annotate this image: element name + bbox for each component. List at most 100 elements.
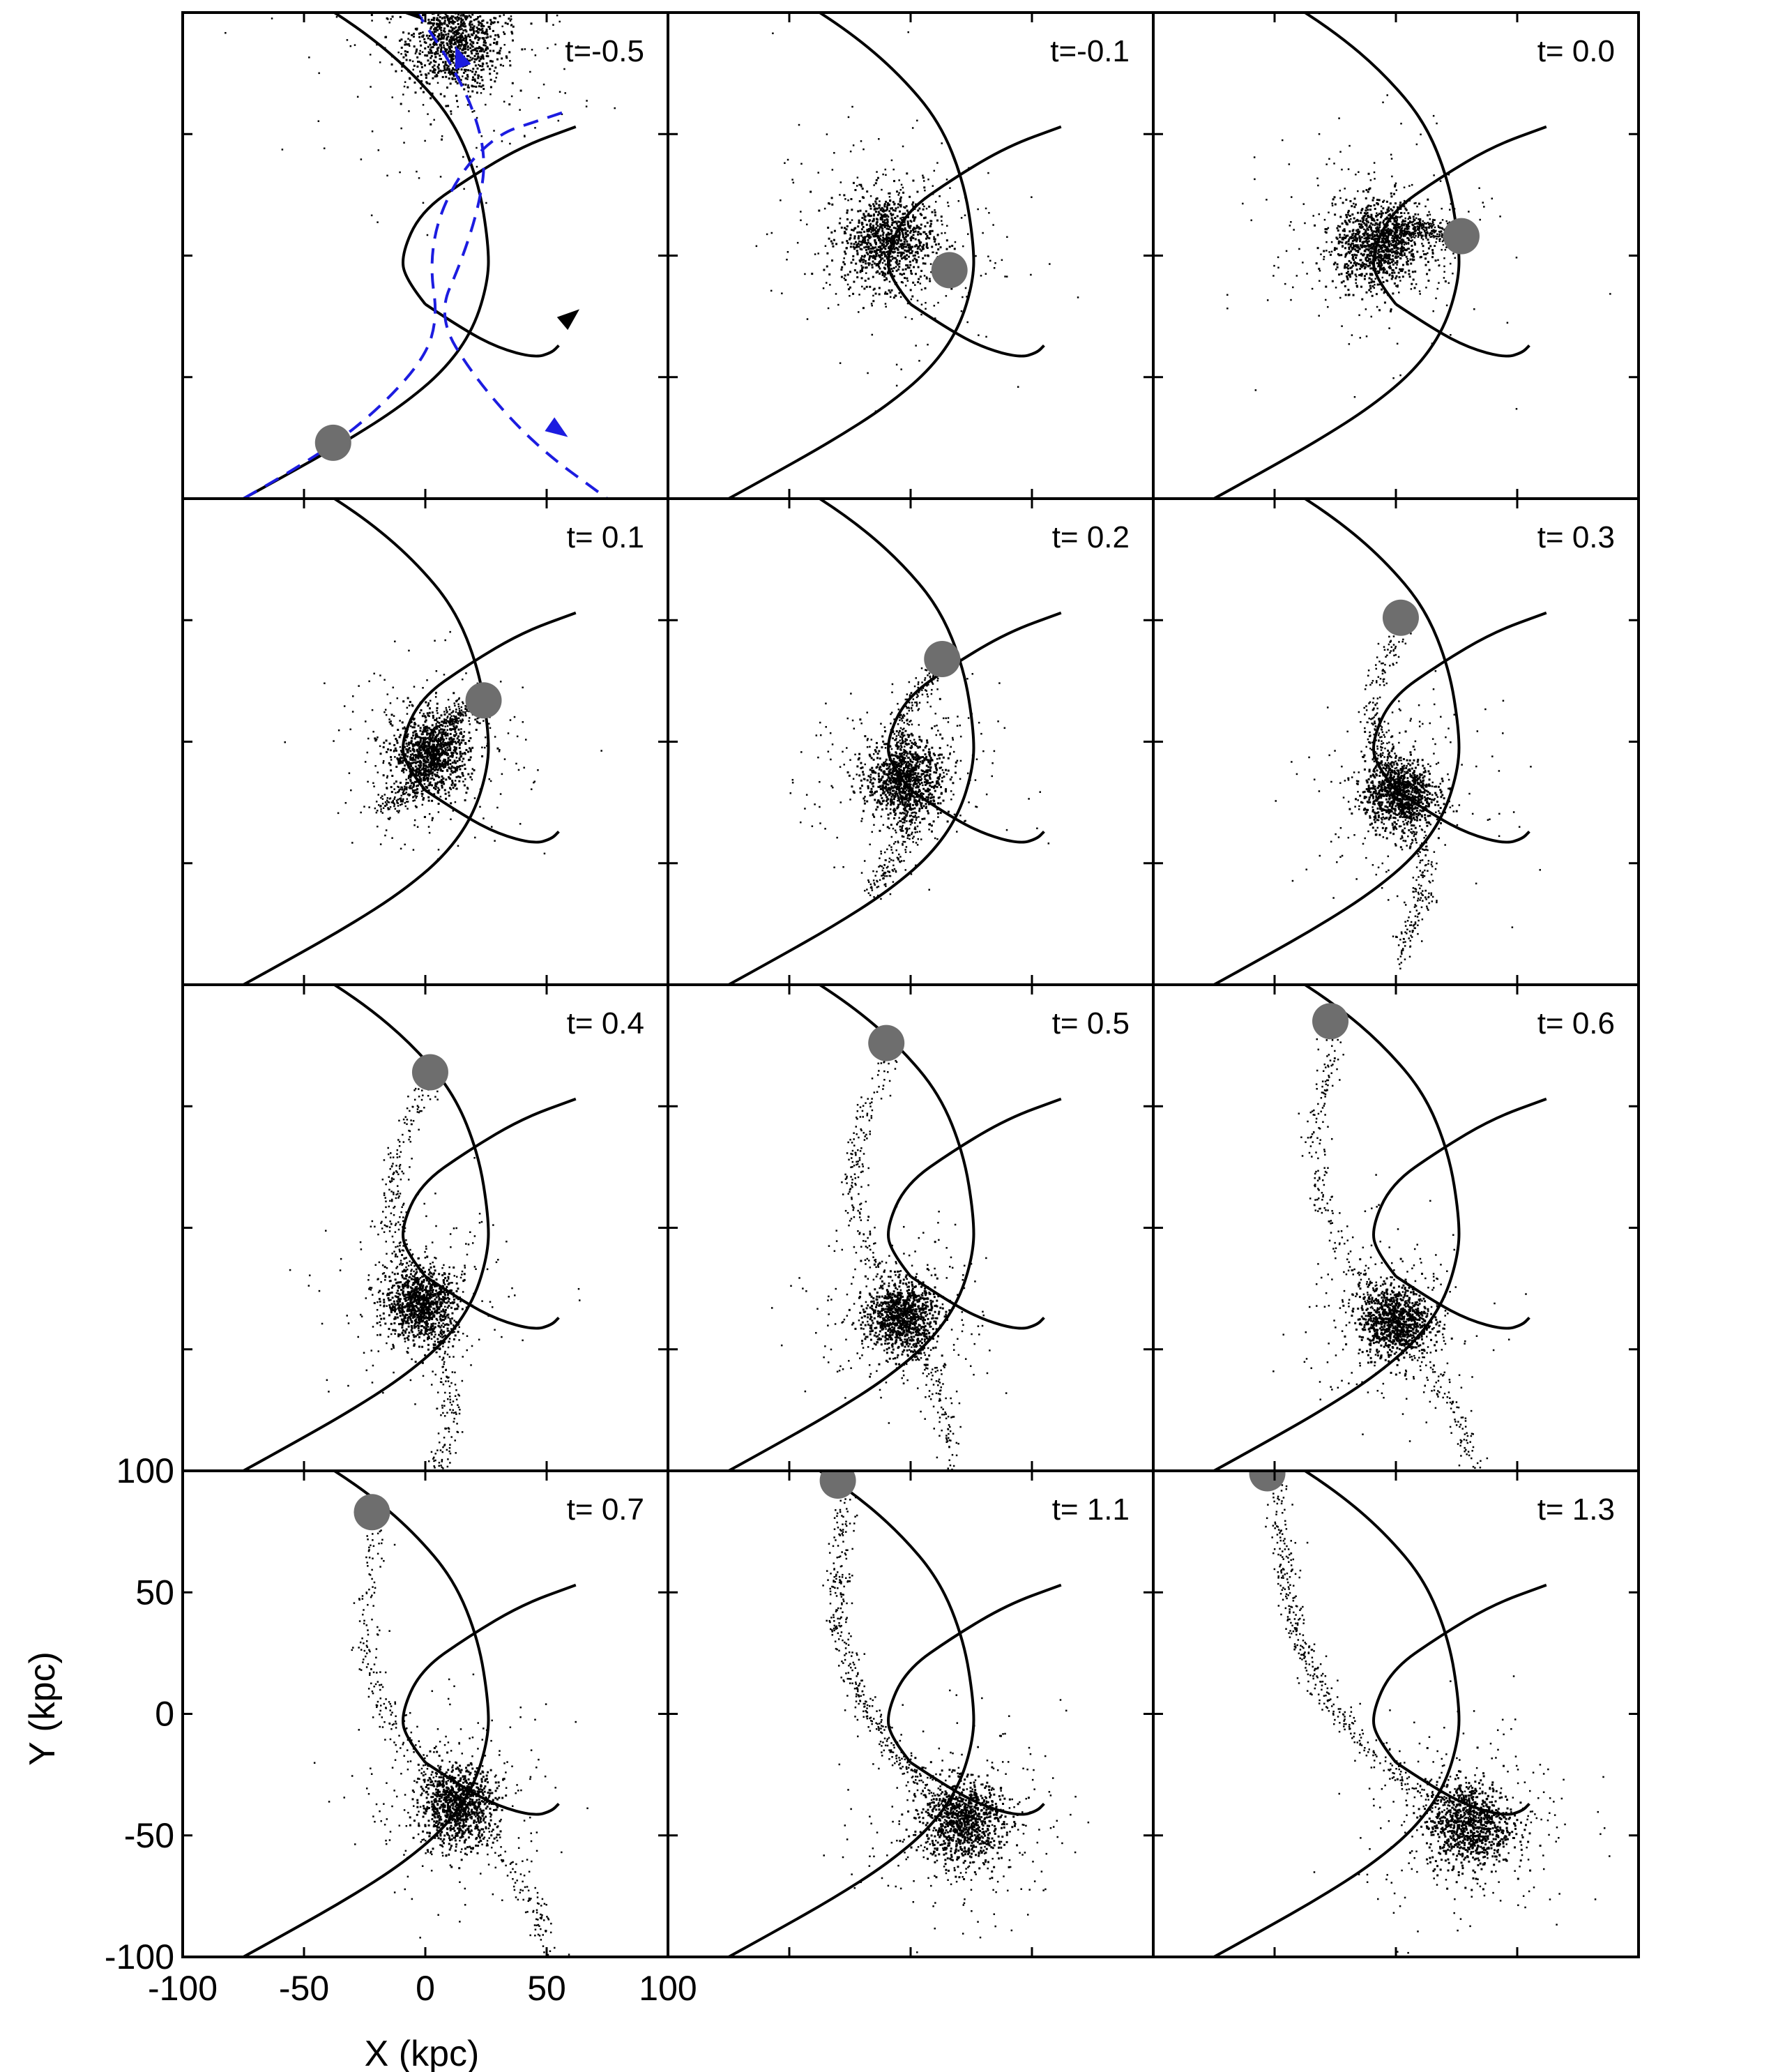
star-particle	[399, 171, 401, 174]
star-particle	[489, 43, 492, 46]
star-particle	[925, 277, 928, 280]
star-particle	[1399, 252, 1401, 255]
star-particle	[1365, 212, 1367, 215]
star-particle	[1380, 212, 1383, 215]
star-particle	[510, 95, 513, 98]
star-particle	[456, 36, 459, 39]
star-particle	[430, 61, 432, 64]
star-particle	[1424, 253, 1427, 256]
star-particle	[412, 791, 415, 794]
star-particle	[1391, 251, 1394, 254]
star-particle	[450, 754, 453, 757]
star-particle	[1394, 244, 1396, 247]
star-particle	[879, 200, 881, 202]
star-particle	[1409, 216, 1411, 219]
star-particle	[410, 773, 413, 776]
star-particle	[948, 205, 950, 207]
star-particle	[882, 173, 884, 176]
star-particle	[400, 799, 402, 801]
star-particle	[459, 731, 462, 734]
star-particle	[427, 799, 430, 802]
star-particle	[853, 237, 856, 240]
star-particle	[1379, 221, 1382, 224]
star-particle	[449, 773, 452, 776]
star-particle	[485, 36, 488, 39]
star-particle	[1392, 223, 1395, 225]
star-particle	[400, 847, 402, 850]
star-particle	[1367, 257, 1370, 260]
star-particle	[1369, 262, 1372, 264]
star-particle	[1349, 266, 1352, 269]
star-particle	[473, 9, 475, 11]
star-particle	[464, 714, 467, 717]
star-particle	[510, 15, 512, 17]
star-particle	[1431, 232, 1434, 235]
star-particle	[444, 63, 447, 66]
star-particle	[1389, 213, 1392, 215]
star-particle	[945, 239, 948, 242]
star-particle	[1376, 270, 1378, 273]
star-particle	[409, 780, 412, 782]
star-particle	[445, 797, 448, 800]
star-particle	[881, 229, 884, 232]
star-particle	[434, 758, 437, 761]
star-particle	[439, 762, 441, 765]
star-particle	[1401, 254, 1404, 257]
star-particle	[485, 103, 487, 106]
star-particle	[420, 73, 423, 76]
star-particle	[1389, 254, 1391, 256]
star-particle	[929, 222, 932, 225]
star-particle	[1381, 239, 1383, 242]
star-particle	[459, 79, 462, 82]
star-particle	[391, 96, 393, 98]
star-particle	[1370, 226, 1372, 229]
star-particle	[427, 704, 430, 707]
star-particle	[1325, 250, 1328, 252]
star-particle	[867, 264, 870, 266]
star-particle	[414, 743, 417, 746]
star-particle	[1411, 239, 1413, 241]
star-particle	[891, 224, 893, 226]
star-particle	[432, 32, 435, 35]
star-particle	[369, 54, 372, 56]
star-particle	[1362, 264, 1365, 267]
star-particle	[1404, 271, 1407, 274]
star-particle	[431, 92, 434, 95]
star-particle	[462, 29, 465, 32]
star-particle	[1399, 215, 1401, 218]
star-particle	[1342, 239, 1344, 241]
star-particle	[455, 719, 458, 722]
star-particle	[898, 292, 900, 294]
star-particle	[431, 772, 434, 775]
star-particle	[918, 239, 920, 241]
star-particle	[436, 82, 439, 84]
star-particle	[443, 713, 446, 716]
star-particle	[1355, 244, 1358, 247]
star-particle	[1388, 214, 1390, 217]
star-particle	[800, 211, 802, 213]
star-particle	[1391, 275, 1394, 278]
star-particle	[413, 45, 416, 48]
star-particle	[1368, 188, 1371, 190]
star-particle	[869, 222, 872, 225]
star-particle	[456, 765, 458, 768]
star-particle	[436, 757, 439, 759]
star-particle	[373, 672, 375, 675]
star-particle	[1365, 248, 1367, 250]
star-particle	[423, 40, 426, 43]
star-particle	[1410, 239, 1413, 242]
star-particle	[452, 61, 455, 64]
star-particle	[1413, 230, 1416, 233]
star-particle	[497, 36, 500, 38]
star-particle	[902, 251, 904, 254]
star-particle	[464, 34, 467, 37]
star-particle	[897, 220, 899, 223]
star-particle	[1298, 248, 1300, 250]
star-particle	[443, 743, 446, 746]
star-particle	[1383, 223, 1385, 226]
star-particle	[1383, 236, 1385, 239]
star-particle	[1360, 264, 1362, 266]
star-particle	[450, 50, 453, 52]
star-particle	[446, 48, 448, 51]
star-particle	[519, 109, 521, 111]
